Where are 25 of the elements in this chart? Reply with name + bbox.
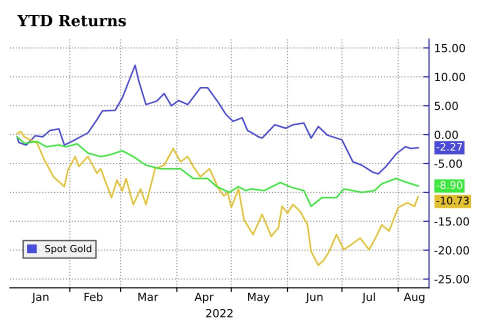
legend-label: Spot Gold — [45, 244, 92, 254]
y-tick-label: -15.00 — [434, 217, 469, 226]
x-tick-label: May — [248, 292, 270, 304]
y-tick-label: 15.00 — [435, 44, 465, 52]
x-tick-label: Apr — [194, 292, 214, 304]
y-tick-label: 0.00 — [434, 130, 458, 139]
line-series — [16, 136, 419, 208]
y-tick-label: -20.00 — [434, 246, 469, 255]
data-label: -2.27 — [436, 142, 462, 151]
y-tick-label: 10.00 — [435, 72, 465, 82]
line-series — [16, 64, 419, 175]
data-label: -8.90 — [436, 181, 462, 190]
y-tick-label: 5.00 — [434, 102, 458, 110]
y-tick-label: -25.00 — [434, 275, 469, 284]
data-label: -10.73 — [436, 196, 469, 204]
x-tick-label: Feb — [84, 292, 103, 302]
x-tick-label: Jul — [362, 292, 375, 304]
x-tick-label: Mar — [138, 292, 158, 302]
y-tick-label: -5.00 — [434, 159, 462, 168]
chart-title: YTD Returns — [17, 15, 126, 26]
x-axis-title: 2022 — [206, 308, 233, 318]
line-series — [16, 130, 419, 266]
x-tick-label: Aug — [404, 292, 424, 304]
x-tick-label: Jun — [305, 292, 322, 304]
x-tick-label: Jan — [32, 292, 48, 304]
